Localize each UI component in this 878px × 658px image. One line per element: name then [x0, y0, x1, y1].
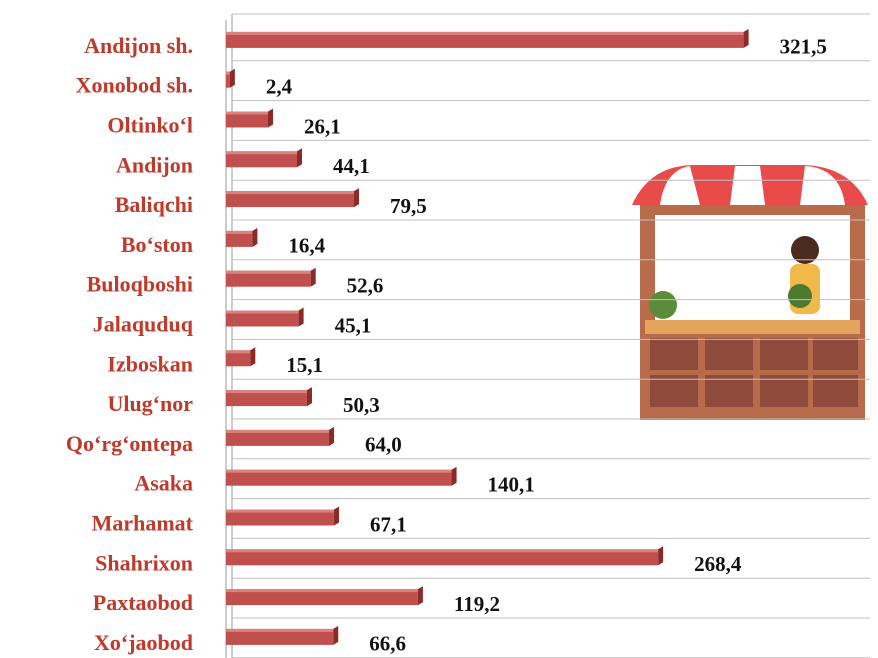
bar-part [226, 628, 334, 632]
bar-part [226, 31, 744, 35]
value-label: 26,1 [304, 114, 341, 138]
value-label: 119,2 [454, 592, 500, 616]
bar-part [226, 549, 659, 553]
value-label: 50,3 [343, 393, 380, 417]
value-label: 15,1 [286, 353, 323, 377]
value-label: 66,6 [369, 632, 406, 656]
value-label: 64,0 [365, 433, 402, 457]
bar-part [226, 151, 298, 168]
value-label: 45,1 [335, 313, 372, 337]
bar-part [226, 310, 299, 327]
bar [226, 227, 258, 247]
bar-part [226, 509, 335, 526]
bar-part [226, 230, 253, 247]
bar [226, 188, 359, 208]
category-label: Bo‘ston [121, 232, 193, 257]
bar-part [226, 111, 269, 115]
value-label: 79,5 [390, 194, 427, 218]
bar-part [226, 350, 251, 354]
bar-part [297, 148, 303, 168]
bar-part [226, 151, 298, 155]
bar-part [250, 347, 256, 367]
bar-part [226, 589, 418, 606]
bar [226, 506, 340, 526]
category-label: Shahrixon [95, 550, 193, 575]
bar-part [226, 469, 452, 473]
bar-part [226, 31, 744, 48]
bar-part [353, 188, 359, 208]
bar-part [226, 429, 330, 446]
category-label: Baliqchi [115, 192, 193, 217]
bar-part [226, 191, 354, 195]
bar-part [451, 466, 457, 486]
bar-part [226, 310, 299, 314]
bar [226, 28, 749, 48]
bar-part [229, 68, 235, 88]
bar-part [334, 506, 340, 526]
bar-part [310, 267, 316, 287]
bar-part [252, 227, 258, 247]
bar-part [329, 426, 335, 446]
category-label: Xonobod sh. [76, 73, 193, 98]
bar-part [743, 28, 749, 48]
value-label: 321,5 [780, 35, 827, 59]
bar-part [226, 71, 230, 75]
category-label: Ulug‘nor [107, 391, 193, 416]
bar-part [417, 586, 423, 606]
bar-part [226, 390, 307, 394]
bar-part [226, 589, 418, 593]
bar [226, 108, 274, 128]
category-label: Marhamat [92, 511, 194, 536]
value-label: 268,4 [694, 552, 742, 576]
bar [226, 466, 457, 486]
value-label: 2,4 [266, 75, 293, 99]
bar-part [298, 307, 304, 327]
value-label: 52,6 [347, 274, 384, 298]
bar-part [226, 628, 334, 645]
category-label: Paxtaobod [93, 590, 193, 615]
bar [226, 267, 316, 287]
bar [226, 546, 664, 566]
bar-part [226, 429, 330, 433]
category-label: Andijon sh. [84, 33, 193, 58]
bar-part [658, 546, 664, 566]
category-label: Qo‘rg‘ontepa [66, 431, 193, 456]
category-label: Xo‘jaobod [94, 630, 193, 655]
bar-part [226, 390, 307, 407]
bar-part [226, 270, 311, 287]
value-label: 16,4 [288, 234, 325, 258]
bar-part [306, 387, 312, 407]
category-label: Jalaquduq [93, 312, 194, 337]
bar-part [226, 230, 253, 234]
bar-part [226, 71, 230, 88]
value-label: 67,1 [370, 512, 407, 536]
bar-part [226, 350, 251, 367]
value-label: 140,1 [488, 473, 535, 497]
bar-part [226, 111, 269, 128]
bar [226, 387, 312, 407]
bar [226, 347, 256, 367]
bar [226, 307, 304, 327]
bar-part [333, 625, 339, 645]
bar [226, 148, 303, 168]
bar-part [226, 469, 452, 486]
market-illustration [632, 165, 868, 420]
bar [226, 625, 339, 645]
bar-part [226, 270, 311, 274]
bar-part [226, 549, 659, 566]
category-label: Asaka [134, 471, 193, 496]
category-label: Oltinko‘l [107, 113, 193, 138]
bar-part [268, 108, 274, 128]
category-label: Buloqboshi [87, 272, 193, 297]
category-label: Andijon [116, 152, 193, 177]
bar [226, 586, 423, 606]
category-label: Izboskan [107, 351, 193, 376]
bar-part [226, 509, 335, 513]
value-label: 44,1 [333, 154, 370, 178]
bar-part [226, 191, 354, 208]
bar [226, 426, 335, 446]
bar [226, 68, 235, 88]
